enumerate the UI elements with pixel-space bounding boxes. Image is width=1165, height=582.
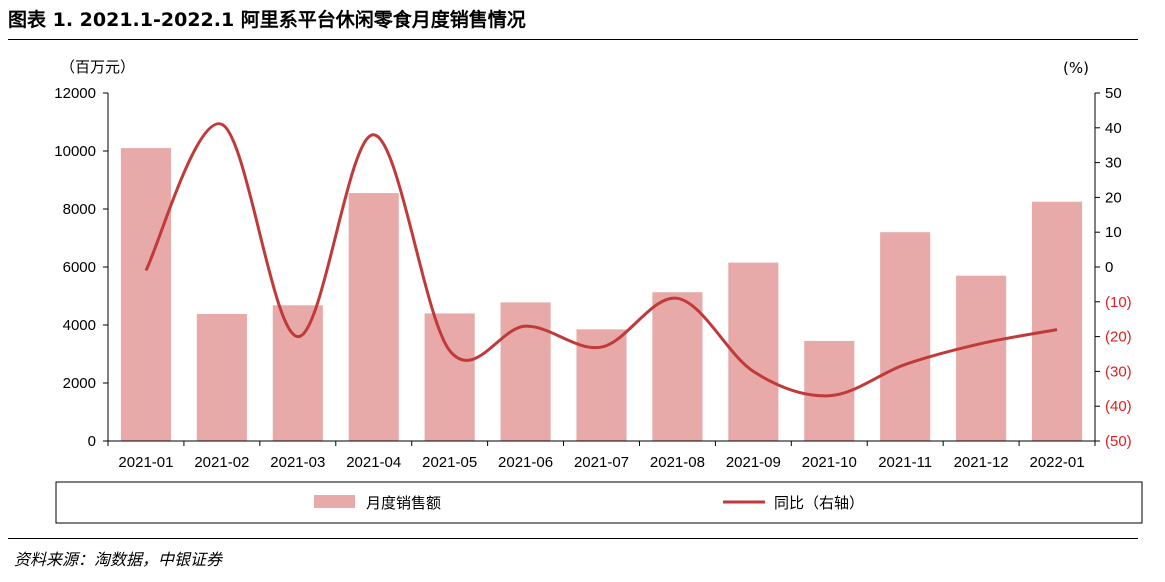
right-tick-label: 40	[1105, 120, 1122, 137]
x-tick-label: 2021-02	[194, 454, 249, 471]
x-tick-label: 2021-11	[878, 454, 932, 471]
bottom-rule	[8, 538, 1138, 539]
bar-2021-05	[424, 313, 475, 441]
x-tick-label: 2021-08	[650, 454, 705, 471]
bar-2021-03	[272, 305, 323, 441]
x-tick-label: 2021-05	[422, 454, 477, 471]
bar-2021-04	[348, 193, 399, 441]
left-tick-label: 4000	[63, 317, 96, 334]
bar-2021-06	[500, 302, 551, 441]
x-tick-label: 2021-01	[118, 454, 173, 471]
right-axis-unit: (%)	[1063, 59, 1089, 77]
x-tick-label: 2021-10	[802, 454, 857, 471]
bar-2021-02	[196, 313, 247, 441]
figure-title: 图表 1. 2021.1-2022.1 阿里系平台休闲零食月度销售情况	[8, 9, 526, 31]
legend-bar-swatch	[314, 495, 355, 508]
x-tick-label: 2021-03	[270, 454, 325, 471]
legend-box	[55, 481, 1143, 524]
x-tick-label: 2021-12	[954, 454, 1009, 471]
legend: 月度销售额 同比（右轴）	[55, 481, 1143, 524]
left-tick-label: 8000	[63, 201, 96, 218]
bar-series	[120, 148, 1083, 441]
right-tick-label: (30)	[1105, 363, 1132, 380]
source-note: 资料来源：淘数据，中银证券	[14, 550, 223, 569]
right-tick-label: (10)	[1105, 294, 1132, 311]
bar-2021-08	[652, 292, 703, 441]
legend-bar-label: 月度销售额	[366, 494, 441, 512]
right-axis-ticks: (50) (40) (30) (20) (10) 0 10 20 30 40 50	[1095, 85, 1132, 450]
left-tick-label: 6000	[63, 259, 96, 276]
left-tick-label: 0	[88, 433, 96, 450]
bar-2021-09	[728, 262, 779, 441]
bar-2021-11	[880, 232, 931, 441]
x-tick-label: 2022-01	[1030, 454, 1085, 471]
right-tick-label: 50	[1105, 85, 1122, 102]
bar-2021-01	[120, 148, 172, 441]
left-axis-ticks: 0 2000 4000 6000 8000 10000 12000	[54, 85, 108, 450]
x-tick-label: 2021-06	[498, 454, 553, 471]
left-axis-unit: （百万元）	[60, 58, 135, 76]
x-tick-label: 2021-04	[346, 454, 401, 471]
left-tick-label: 2000	[63, 375, 96, 392]
right-tick-label: 0	[1105, 259, 1113, 276]
line-series	[144, 122, 1058, 398]
left-tick-label: 10000	[54, 143, 96, 160]
bar-2021-12	[956, 275, 1007, 441]
right-tick-label: 20	[1105, 189, 1122, 206]
right-tick-label: (20)	[1105, 329, 1132, 346]
right-tick-label: 30	[1105, 155, 1122, 172]
yoy-line	[144, 122, 1058, 398]
bar-2022-01	[1031, 201, 1083, 441]
top-rule	[8, 39, 1138, 40]
right-tick-label: (40)	[1105, 398, 1132, 415]
right-tick-label: 10	[1105, 224, 1122, 241]
legend-line-label: 同比（右轴）	[774, 494, 864, 512]
x-axis-ticks: 2021-01 2021-02 2021-03 2021-04 2021-05 2021-…	[107, 441, 1096, 471]
chart: 0 2000 4000 6000 8000 10000 12000 (50) (40) (30)…	[54, 58, 1143, 524]
right-tick-label: (50)	[1105, 433, 1132, 450]
x-tick-label: 2021-07	[574, 454, 629, 471]
x-tick-label: 2021-09	[726, 454, 781, 471]
left-tick-label: 12000	[54, 85, 96, 102]
